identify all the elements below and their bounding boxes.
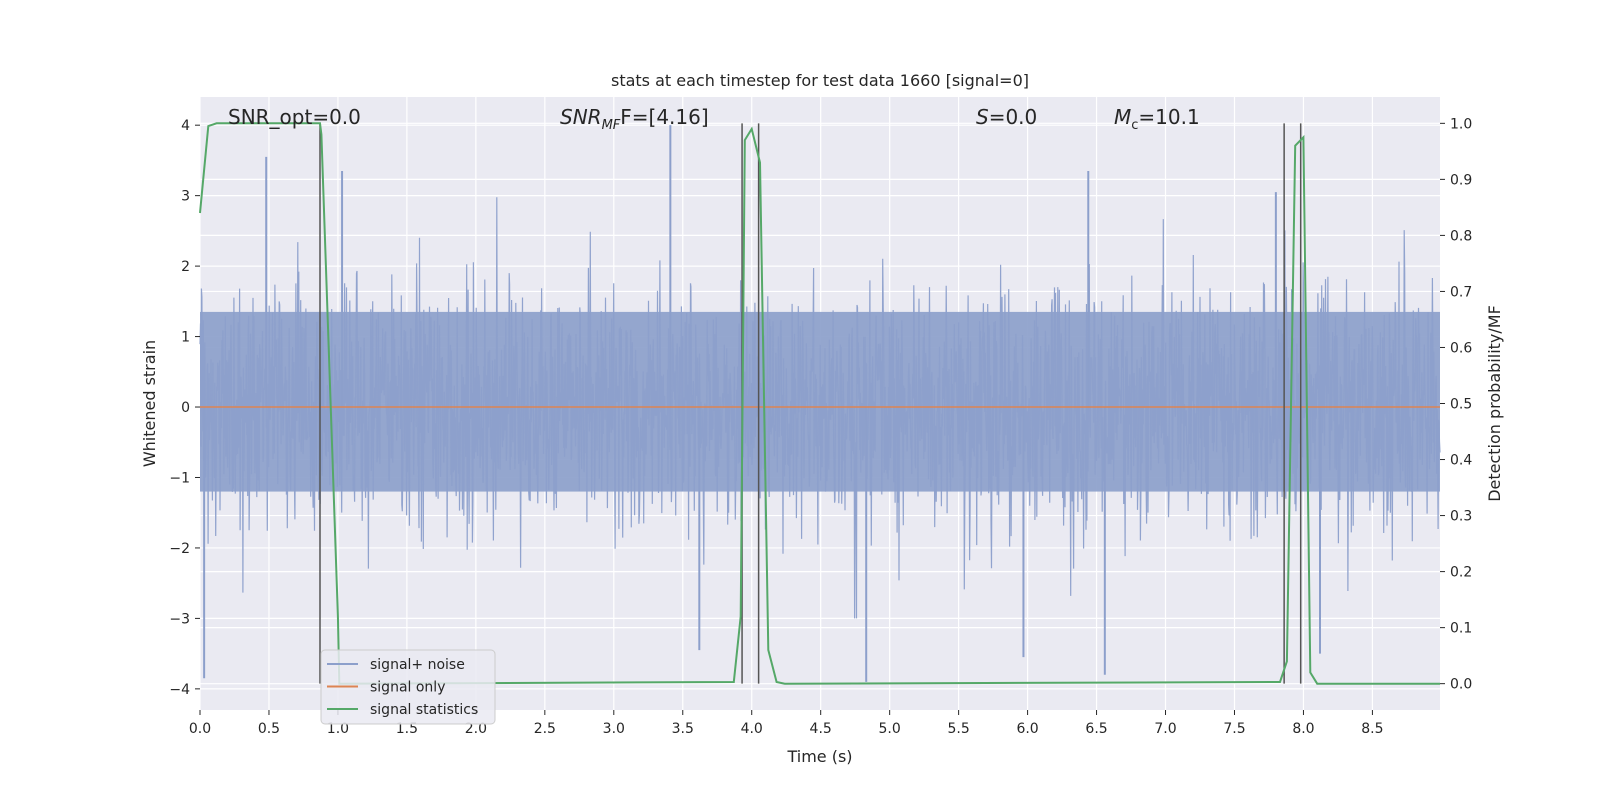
- y-left-tick-label: −4: [169, 682, 190, 698]
- x-tick-label: 1.0: [327, 721, 349, 737]
- x-tick-label: 2.0: [465, 721, 487, 737]
- annotation-mc: Mc=10.1: [1114, 105, 1200, 133]
- annotation-mc-italic: M: [1114, 105, 1131, 129]
- y-left-tick-label: 4: [181, 118, 190, 134]
- x-axis-label: Time (s): [786, 747, 852, 766]
- legend-label-signal-noise: signal+ noise: [370, 657, 465, 673]
- y-right-tick-label: 1.0: [1450, 116, 1472, 132]
- y-left-tick-label: −3: [169, 611, 190, 627]
- x-tick-label: 8.5: [1361, 721, 1383, 737]
- x-tick-label: 6.5: [1085, 721, 1107, 737]
- y-right-tick-label: 0.5: [1450, 397, 1472, 413]
- x-tick-label: 0.0: [189, 721, 211, 737]
- x-tick-label: 0.5: [258, 721, 280, 737]
- x-tick-label: 7.0: [1154, 721, 1176, 737]
- y-left-tick-label: −2: [169, 541, 190, 557]
- x-tick-label: 1.5: [396, 721, 418, 737]
- chart-title: stats at each timestep for test data 166…: [611, 71, 1029, 90]
- y-left-tick-label: −1: [169, 470, 190, 486]
- annotation-mc-sub: c: [1131, 118, 1138, 133]
- series-signal-noise: [199, 125, 1441, 682]
- annotation-s-italic: S: [976, 105, 989, 129]
- y-right-tick-label: 0.1: [1450, 621, 1472, 637]
- x-tick-label: 8.0: [1292, 721, 1314, 737]
- x-tick-label: 4.0: [741, 721, 763, 737]
- x-tick-label: 3.5: [672, 721, 694, 737]
- y-right-tick-label: 0.2: [1450, 565, 1472, 581]
- y-axis-right-label: Detection probability/MF: [1485, 305, 1504, 502]
- legend: signal+ noise signal only signal statist…: [320, 649, 496, 725]
- x-tick-label: 5.0: [879, 721, 901, 737]
- axes: 0.0 0.5 1.0 1.5 2.0 2.5 3.0 3.5 4.0 4.5 5.0 5.5 6.0 6…: [169, 116, 1472, 737]
- y-left-tick-label: 3: [181, 189, 190, 205]
- annotation-s-rest: =0.0: [989, 105, 1038, 129]
- legend-box: [320, 649, 496, 725]
- x-tick-label: 6.0: [1016, 721, 1038, 737]
- y-right-tick-label: 0.3: [1450, 509, 1472, 525]
- y-right-tick-label: 0.4: [1450, 453, 1472, 469]
- y-left-tick-label: 0: [181, 400, 190, 416]
- y-right-tick-label: 0.9: [1450, 172, 1472, 188]
- y-right-tick-label: 0.8: [1450, 228, 1472, 244]
- y-right-tick-label: 0.0: [1450, 677, 1472, 693]
- x-tick-label: 4.5: [810, 721, 832, 737]
- y-right-tick-label: 0.6: [1450, 340, 1472, 356]
- y-axis-left-label: Whitened strain: [140, 340, 159, 467]
- y-left-tick-label: 1: [181, 330, 190, 346]
- annotation-mc-rest: =10.1: [1138, 105, 1199, 129]
- y-left-tick-label: 2: [181, 259, 190, 275]
- signal-statistics-line: [199, 122, 1440, 685]
- y-right-tick-label: 0.7: [1450, 284, 1472, 300]
- vertical-markers: [319, 123, 1302, 684]
- annotation-snr-mf: SNRMFF=[4.16]: [560, 105, 709, 133]
- x-tick-label: 7.5: [1223, 721, 1245, 737]
- annotation-snr-opt: SNR_opt=0.0: [228, 105, 361, 129]
- annotation-snr-mf-rest: F=[4.16]: [620, 105, 708, 129]
- legend-label-signal-statistics: signal statistics: [370, 702, 478, 718]
- noise-trace: [199, 197, 1441, 619]
- x-tick-label: 2.5: [534, 721, 556, 737]
- x-tick-label: 5.5: [947, 721, 969, 737]
- series-signal-statistics: [199, 122, 1440, 685]
- annotation-s: S=0.0: [976, 105, 1037, 129]
- legend-label-signal-only: signal only: [370, 680, 445, 696]
- x-tick-label: 3.0: [603, 721, 625, 737]
- annotation-snr-mf-sub: MF: [602, 118, 621, 133]
- annotation-snr-mf-italic: SNR: [560, 105, 602, 129]
